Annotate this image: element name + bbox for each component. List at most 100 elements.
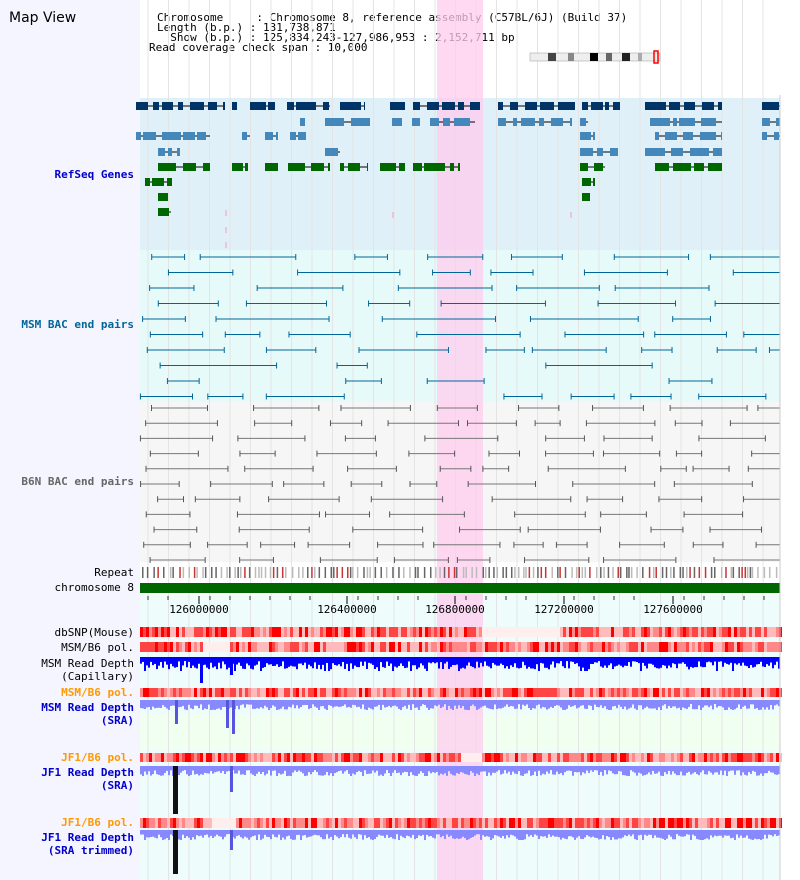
msm-pol-heat	[746, 642, 749, 652]
msm-sra-depth	[182, 700, 184, 706]
jf1-trim-depth	[184, 830, 186, 839]
msm-pol-heat	[731, 642, 734, 652]
jf1-trim-depth	[180, 830, 182, 840]
msm-sra-depth	[386, 700, 388, 707]
jf1-pol2-heat	[437, 818, 440, 828]
jf1-pol2-heat	[632, 818, 635, 828]
jf1-trim-depth	[246, 830, 248, 838]
jf1-pol-heat	[716, 753, 719, 762]
jf1-pol-heat	[620, 753, 623, 762]
dbsnp-heat	[671, 627, 674, 637]
msm-cap-depth	[566, 657, 568, 662]
jf1-pol-heat	[518, 753, 521, 762]
msm-cap-depth	[516, 657, 518, 668]
repeat-mark	[532, 567, 535, 578]
jf1-sra-depth	[764, 766, 766, 774]
repeat-mark	[600, 567, 602, 578]
msm-pol2-heat	[308, 688, 311, 697]
msm-pol2-heat	[647, 688, 650, 697]
msm-pol2-heat	[290, 688, 293, 697]
gene-exon	[158, 193, 168, 201]
msm-pol-heat	[488, 642, 491, 652]
gene-exon	[708, 163, 722, 171]
jf1-pol2-heat	[305, 818, 308, 828]
msm-cap-depth	[656, 657, 658, 669]
msm-cap-depth	[458, 657, 460, 671]
jf1-pol-heat	[542, 753, 545, 762]
msm-sra-depth	[728, 700, 730, 708]
jf1-pol2-heat	[488, 818, 491, 828]
jf1-trim-depth	[242, 830, 244, 839]
track-label-refseq[interactable]: RefSeq Genes	[54, 168, 134, 181]
msm-cap-depth	[216, 657, 218, 670]
jf1-sra-depth	[412, 766, 414, 775]
msm-sra-depth	[396, 700, 398, 707]
dbsnp-heat	[410, 627, 413, 637]
track-label-b6n-bac[interactable]: B6N BAC end pairs	[21, 475, 134, 488]
jf1-pol-heat	[239, 753, 242, 762]
msm-pol2-heat	[695, 688, 698, 697]
msm-sra-depth	[742, 700, 744, 707]
jf1-trim-depth	[356, 830, 358, 839]
repeat-mark	[603, 567, 605, 578]
jf1-pol-heat	[422, 753, 425, 762]
msm-cap-depth	[762, 657, 764, 667]
msm-pol2-heat	[146, 688, 149, 697]
jf1-trim-depth	[696, 830, 698, 839]
track-label-repeat[interactable]: Repeat	[94, 566, 134, 579]
jf1-trim-depth	[756, 830, 758, 840]
jf1-sra-depth	[490, 766, 492, 776]
track-label-msm-b6-pol-2[interactable]: MSM/B6 pol.	[61, 686, 134, 699]
track-label-jf1-b6-pol-1[interactable]: JF1/B6 pol.	[61, 751, 134, 764]
msm-cap-depth	[482, 657, 484, 667]
msm-cap-depth	[206, 657, 208, 668]
chromosome-ideogram[interactable]	[529, 50, 661, 64]
track-label-msm-bac[interactable]: MSM BAC end pairs	[21, 318, 134, 331]
msm-sra-depth	[734, 700, 736, 710]
jf1-trim-depth	[426, 830, 428, 835]
jf1-trim-depth	[280, 830, 282, 840]
jf1-pol-heat	[710, 753, 713, 762]
track-label-jf1-depth-sra-1[interactable]: JF1 Read Depth	[41, 766, 134, 779]
jf1-pol2-heat	[263, 818, 266, 828]
dbsnp-heat	[299, 627, 302, 637]
track-label-msm-depth-cap-1[interactable]: MSM Read Depth	[41, 657, 134, 670]
jf1-sra-depth	[250, 766, 252, 774]
jf1-trim-depth	[360, 830, 362, 835]
jf1-sra-depth	[410, 766, 412, 773]
msm-cap-depth	[564, 657, 566, 669]
msm-pol-heat	[644, 642, 647, 652]
jf1-trim-depth	[432, 830, 434, 838]
jf1-pol2-heat	[302, 818, 305, 828]
repeat-mark	[352, 567, 354, 578]
repeat-mark	[202, 567, 204, 578]
jf1-trim-depth	[672, 830, 674, 840]
gene-exon	[232, 163, 243, 171]
msm-pol2-heat	[764, 688, 767, 697]
msm-cap-depth	[702, 657, 704, 668]
msm-cap-depth	[470, 657, 472, 667]
dbsnp-heat	[755, 627, 758, 637]
msm-pol-heat	[503, 642, 506, 652]
dbsnp-heat	[668, 627, 671, 637]
repeat-mark	[746, 567, 749, 578]
track-label-msm-b6-pol-1[interactable]: MSM/B6 pol.	[61, 641, 134, 654]
msm-pol2-heat	[311, 688, 314, 697]
jf1-trim-depth	[436, 830, 438, 835]
msm-cap-depth	[664, 657, 666, 666]
track-label-jf1-depth-trim-1[interactable]: JF1 Read Depth	[41, 831, 134, 844]
jf1-trim-depth	[694, 830, 696, 836]
track-label-msm-depth-sra-1[interactable]: MSM Read Depth	[41, 701, 134, 714]
jf1-pol2-heat	[758, 818, 761, 828]
gene-exon	[325, 118, 344, 126]
track-label-dbsnp[interactable]: dbSNP(Mouse)	[54, 626, 134, 639]
track-label-jf1-b6-pol-2[interactable]: JF1/B6 pol.	[61, 816, 134, 829]
msm-cap-depth	[476, 657, 478, 662]
jf1-sra-depth	[170, 766, 172, 771]
msm-pol2-heat	[548, 688, 551, 697]
jf1-sra-depth	[538, 766, 540, 771]
msm-cap-depth	[456, 657, 458, 665]
jf1-trim-depth	[198, 830, 200, 837]
msm-pol2-heat	[422, 688, 425, 697]
jf1-sra-depth	[460, 766, 462, 773]
